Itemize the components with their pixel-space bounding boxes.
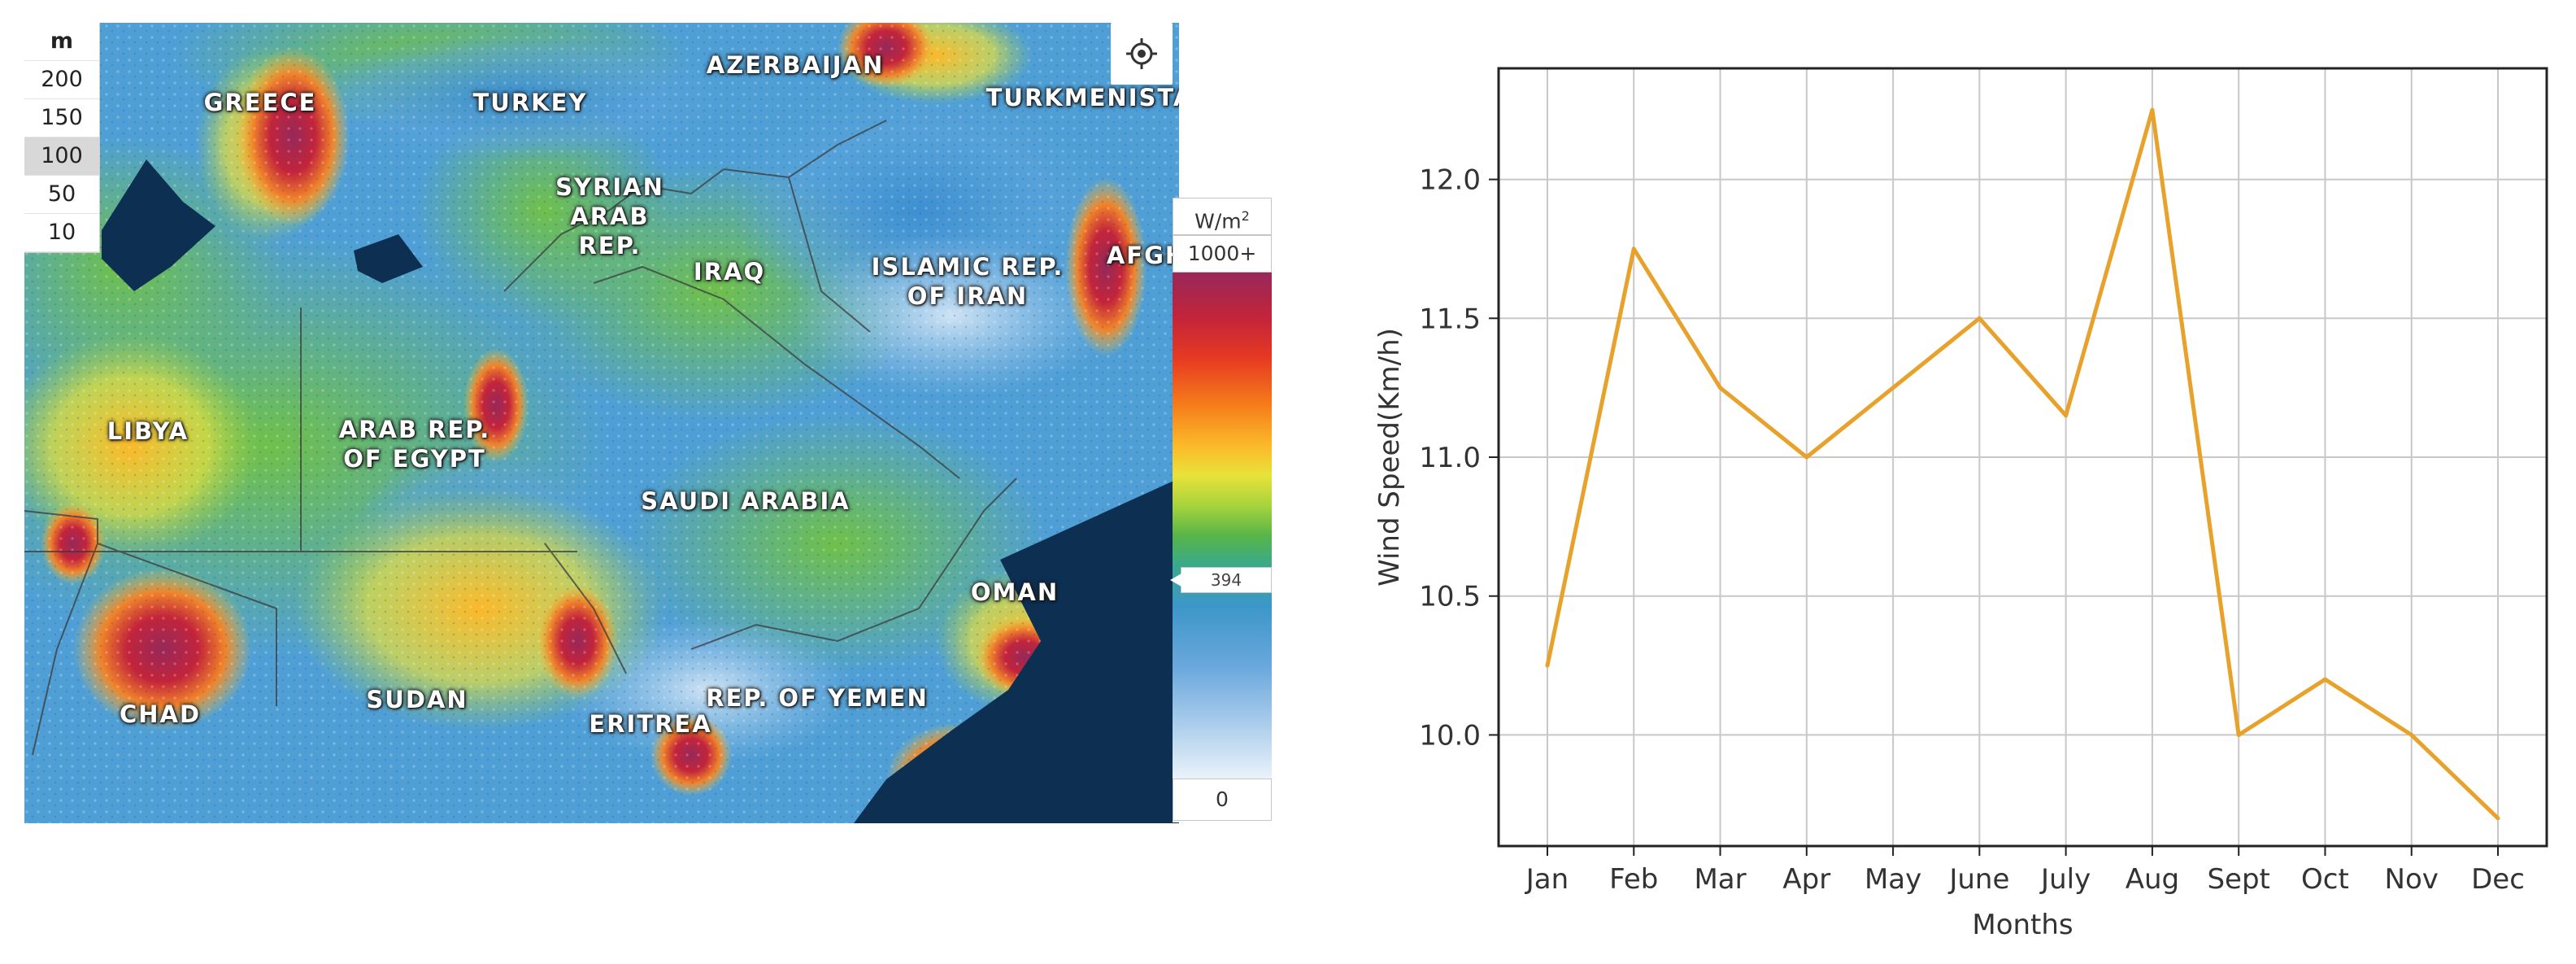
data-point-Aug: [2150, 107, 2155, 112]
country-label-libya: LIBYA: [107, 417, 189, 445]
irradiance-legend: W/m2 1000+ 394 0: [1170, 198, 1272, 822]
wind-speed-chart: Jan Feb Mar Apr May June July Aug Sept Oct Nov Dec 1…: [1373, 67, 2548, 941]
x-tick-label: Aug: [2126, 863, 2179, 896]
country-label-saudi: SAUDI ARABIA: [641, 487, 851, 515]
country-label-greece: GREECE: [203, 89, 317, 116]
country-label-turkey: TURKEY: [472, 89, 588, 116]
elevation-level-50[interactable]: 50: [24, 176, 99, 214]
elevation-unit: m: [24, 23, 99, 61]
elevation-level-150[interactable]: 150: [24, 99, 99, 137]
country-label-yemen: REP. OF YEMEN: [706, 684, 929, 712]
x-tick-label: Sept: [2207, 863, 2269, 896]
x-tick-label: Dec: [2471, 863, 2525, 896]
x-tick-label: July: [2039, 863, 2091, 896]
x-tick-label: Jan: [1525, 863, 1569, 896]
irradiance-value-marker: 394: [1170, 566, 1272, 593]
x-tick-label: May: [1865, 863, 1921, 896]
solar-irradiance-map[interactable]: GREECE TURKEY AZERBAIJAN TURKMENISTA SYRIAN …: [24, 23, 1179, 823]
map-canvas[interactable]: [24, 23, 1179, 823]
data-point-June: [1977, 316, 1982, 321]
elevation-legend: m 200 150 100 50 10: [24, 23, 100, 253]
country-label-oman: OMAN: [970, 578, 1060, 606]
x-tick-label: Feb: [1609, 863, 1658, 896]
elevation-level-200[interactable]: 200: [24, 61, 99, 99]
country-label-eritrea: ERITREA: [589, 710, 712, 738]
country-label-turkmenistan: TURKMENISTA: [986, 84, 1179, 111]
y-tick-label: 10.0: [1419, 719, 1481, 752]
elevation-level-100[interactable]: 100: [24, 137, 99, 176]
country-label-afghanistan: AFGH: [1106, 242, 1179, 269]
x-tick-label: Oct: [2301, 863, 2349, 896]
crosshair-target-icon: [1126, 38, 1157, 69]
x-tick-label: June: [1947, 863, 2009, 896]
country-label-sudan: SUDAN: [366, 686, 468, 713]
data-point-July: [2064, 413, 2069, 418]
locate-button[interactable]: [1111, 23, 1173, 85]
y-axis-label: Wind Speed(Km/h): [1373, 328, 1406, 587]
country-label-iran: ISLAMIC REP. OF IRAN: [871, 253, 1064, 310]
data-point-Oct: [2322, 677, 2327, 682]
data-point-May: [1891, 386, 1895, 390]
x-tick-label: Mar: [1694, 863, 1746, 896]
data-point-Mar: [1718, 386, 1723, 390]
x-axis-label: Months: [1972, 909, 2073, 941]
data-point-Apr: [1804, 455, 1809, 460]
y-tick-label: 11.5: [1419, 303, 1481, 335]
irradiance-max-label: 1000+: [1173, 235, 1272, 273]
data-point-Jan: [1545, 663, 1550, 668]
country-label-azerbaijan: AZERBAIJAN: [706, 51, 885, 79]
elevation-level-10[interactable]: 10: [24, 214, 99, 252]
series-line-0: [1545, 107, 2500, 820]
data-point-Feb: [1631, 246, 1636, 251]
x-tick-label: Nov: [2385, 863, 2439, 896]
irradiance-min-label: 0: [1173, 779, 1272, 821]
country-label-iraq: IRAQ: [693, 258, 766, 286]
country-label-syria: SYRIAN ARAB REP.: [555, 173, 664, 260]
country-label-egypt: ARAB REP. OF EGYPT: [338, 416, 491, 473]
data-point-Sept: [2236, 732, 2241, 737]
data-point-Dec: [2496, 816, 2500, 821]
irradiance-color-scale: [1173, 273, 1272, 779]
y-tick-label: 11.0: [1419, 442, 1481, 474]
country-label-chad: CHAD: [119, 700, 202, 728]
x-tick-label: Apr: [1782, 863, 1830, 896]
y-tick-label: 10.5: [1419, 581, 1481, 613]
irradiance-unit: W/m2: [1173, 198, 1272, 235]
data-point-Nov: [2409, 732, 2414, 737]
y-tick-label: 12.0: [1419, 164, 1481, 197]
